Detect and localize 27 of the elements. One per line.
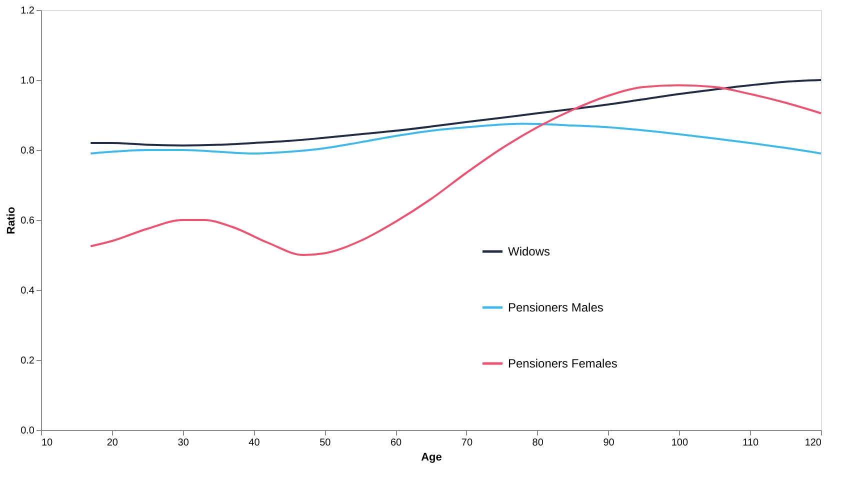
x-tick-label: 20	[106, 438, 118, 448]
x-tick-label: 40	[248, 438, 260, 448]
x-tick-label: 60	[390, 438, 402, 448]
x-tick-label: 110	[742, 438, 759, 448]
y-tick-label: 0.0	[20, 426, 35, 436]
legend-label: Pensioners Females	[508, 356, 618, 370]
legend-label: Pensioners Males	[508, 300, 604, 314]
y-tick-label: 0.6	[20, 216, 35, 226]
y-tick-label: 1.2	[20, 6, 35, 16]
line-series	[90, 79, 822, 146]
x-tick-label: 90	[603, 438, 615, 448]
x-tick-label: 70	[461, 438, 473, 448]
y-tick-label: 0.8	[20, 146, 35, 156]
x-axis-title: Age	[421, 452, 442, 464]
x-tick-label: 120	[804, 438, 822, 448]
line-series	[90, 122, 822, 154]
x-tick-label: 100	[671, 438, 688, 448]
x-tick-label: 50	[320, 438, 332, 448]
x-tick-label: 30	[178, 438, 190, 448]
legend-label: Widows	[508, 244, 550, 258]
line-series	[90, 84, 822, 256]
x-tick-label: 10	[42, 438, 54, 448]
y-tick-label: 1.0	[20, 76, 35, 86]
y-tick-label: 0.2	[20, 356, 35, 366]
y-tick-label: 0.4	[20, 286, 35, 296]
x-tick-label: 80	[532, 438, 544, 448]
y-axis-title: Ratio	[6, 206, 18, 234]
